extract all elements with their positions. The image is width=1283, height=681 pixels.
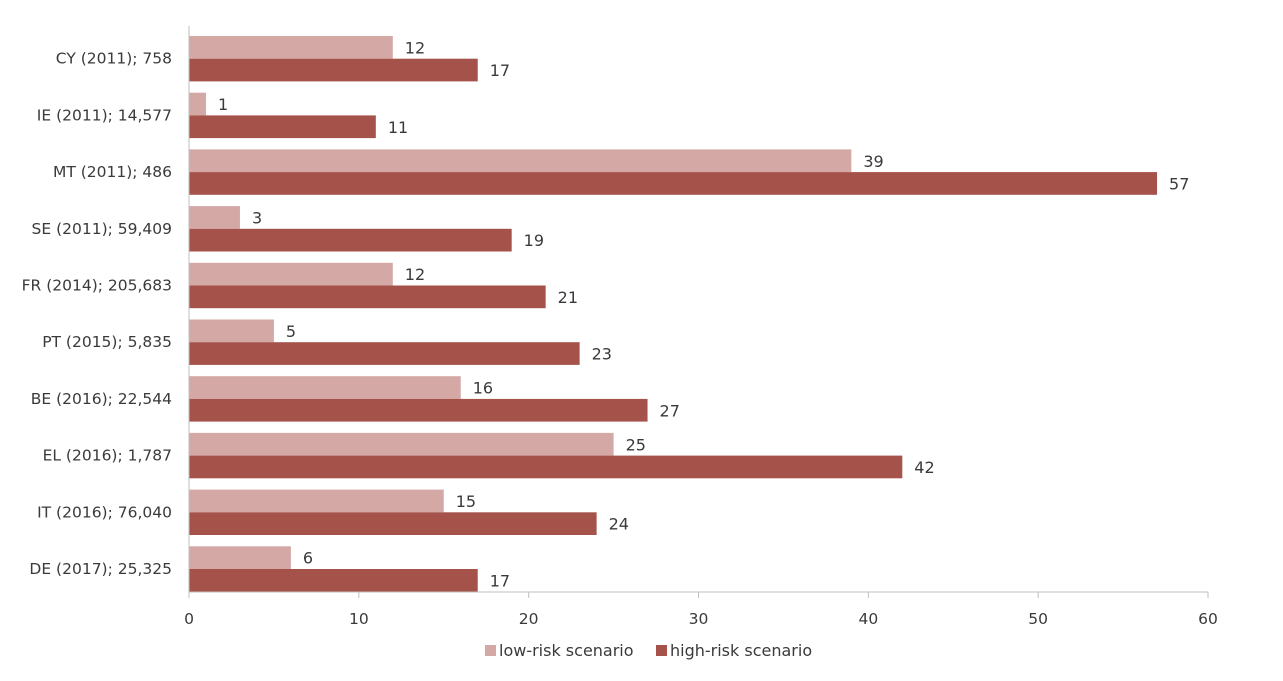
legend-swatch-low-risk — [485, 645, 496, 656]
category-labels-group: CY (2011); 758 IE (2011); 14,577 MT (2011)… — [22, 50, 172, 578]
data-label: 23 — [592, 345, 612, 364]
data-label: 17 — [490, 61, 510, 80]
high-risk-bar — [189, 569, 478, 592]
data-label: 15 — [456, 492, 476, 511]
legend-label: low-risk scenario — [499, 641, 634, 660]
category-label: MT (2011); 486 — [53, 163, 172, 181]
data-label: 3 — [252, 208, 262, 227]
x-tick-label: 40 — [858, 610, 878, 628]
category-label: SE (2011); 59,409 — [32, 220, 172, 238]
high-risk-bar — [189, 398, 648, 422]
data-label: 6 — [303, 549, 313, 568]
low-risk-bar — [189, 262, 393, 286]
low-risk-bar — [189, 36, 393, 59]
x-tick-label: 10 — [349, 610, 369, 628]
x-axis: 0 10 20 30 40 50 60 — [184, 26, 1218, 628]
high-risk-bar — [189, 228, 512, 252]
data-label: 19 — [524, 231, 544, 250]
low-risk-bar — [189, 432, 614, 456]
data-label: 25 — [626, 435, 646, 454]
low-risk-bar — [189, 92, 206, 116]
high-risk-bar — [189, 455, 903, 479]
x-tick-label: 0 — [184, 610, 194, 628]
data-label: 17 — [490, 571, 510, 590]
legend-label: high-risk scenario — [670, 641, 812, 660]
data-label: 5 — [286, 322, 296, 341]
bars-group — [189, 36, 1158, 592]
data-label: 39 — [863, 152, 883, 171]
data-label: 12 — [405, 38, 425, 57]
data-label: 1 — [218, 95, 228, 114]
legend-swatch-high-risk — [656, 645, 667, 656]
high-risk-bar — [189, 115, 376, 139]
data-label: 11 — [388, 118, 408, 137]
legend: low-risk scenario high-risk scenario — [485, 641, 812, 660]
high-risk-bar — [189, 512, 597, 535]
category-label: FR (2014); 205,683 — [22, 277, 172, 295]
x-tick-label: 30 — [689, 610, 709, 628]
data-label: 24 — [609, 515, 629, 534]
data-label: 57 — [1169, 174, 1189, 193]
low-risk-bar — [189, 376, 461, 399]
category-label: CY (2011); 758 — [56, 50, 172, 68]
category-label: IT (2016); 76,040 — [37, 503, 172, 521]
data-label: 12 — [405, 265, 425, 284]
low-risk-bar — [189, 319, 274, 343]
x-tick-label: 60 — [1198, 610, 1218, 628]
category-label: IE (2011); 14,577 — [37, 106, 172, 124]
data-label: 16 — [473, 379, 493, 398]
low-risk-bar — [189, 489, 444, 513]
low-risk-bar — [189, 546, 291, 569]
category-label: EL (2016); 1,787 — [43, 447, 172, 465]
category-label: PT (2015); 5,835 — [42, 333, 172, 351]
low-risk-bar — [189, 149, 852, 173]
x-tick-label: 20 — [519, 610, 539, 628]
high-risk-bar — [189, 285, 546, 309]
low-risk-bar — [189, 206, 240, 229]
high-risk-bar — [189, 342, 580, 365]
category-label: BE (2016); 22,544 — [31, 390, 172, 408]
data-label: 42 — [914, 458, 934, 477]
data-label: 21 — [558, 288, 578, 307]
x-tick-label: 50 — [1028, 610, 1048, 628]
high-risk-bar — [189, 58, 478, 82]
high-risk-bar — [189, 172, 1158, 195]
data-label: 27 — [660, 401, 680, 420]
category-label: DE (2017); 25,325 — [29, 560, 172, 578]
